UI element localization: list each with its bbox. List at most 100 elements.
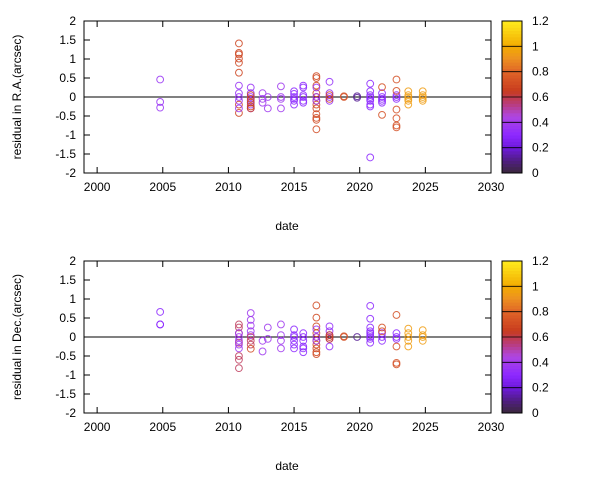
colorbar-segment (502, 390, 522, 395)
colorbar-segment (502, 52, 522, 57)
colorbar-segment (502, 409, 522, 414)
colorbar-segment (502, 109, 522, 114)
colorbar-tick-label: 0.2 (532, 141, 549, 155)
data-point (404, 100, 413, 109)
data-point (404, 336, 413, 345)
data-point (325, 77, 334, 86)
colorbar-segment (502, 371, 522, 376)
colorbar-segment (502, 292, 522, 297)
y-tick-label: 1 (69, 52, 76, 66)
colorbar-segment (502, 267, 522, 271)
data-point (235, 58, 243, 67)
colorbar-segment (502, 68, 522, 73)
colorbar-segment (502, 24, 522, 28)
data-point (392, 342, 401, 351)
data-point (290, 87, 298, 96)
colorbar-segment (502, 49, 522, 54)
data-point (277, 331, 285, 340)
y-tick-label: -2 (65, 406, 76, 420)
colorbar-segment (502, 406, 522, 411)
data-point (325, 342, 334, 351)
data-point (366, 314, 375, 323)
colorbar-tick-label: 1.2 (532, 254, 549, 268)
colorbar-segment (502, 286, 522, 290)
x-tick-label: 2025 (412, 420, 439, 434)
y-tick-label: -2 (65, 166, 76, 180)
x-tick-label: 2020 (346, 420, 373, 434)
colorbar-segment (502, 276, 522, 281)
data-point (366, 301, 375, 310)
data-point (258, 347, 267, 356)
data-point (235, 81, 243, 90)
data-point (156, 75, 165, 84)
data-point (246, 321, 255, 330)
colorbar-segment (502, 84, 522, 88)
dec-ylabel: residual in Dec.(arcsec) (10, 274, 24, 400)
data-point (353, 92, 361, 101)
data-point (418, 96, 427, 105)
data-point (235, 93, 243, 101)
data-point (156, 103, 165, 112)
data-point (299, 93, 308, 101)
data-point (312, 74, 321, 82)
colorbar-segment (502, 138, 522, 142)
colorbar-segment (502, 163, 522, 168)
x-tick-label: 2005 (149, 180, 176, 194)
data-point (258, 95, 267, 103)
data-point (235, 352, 243, 360)
y-tick-label: -0.5 (55, 109, 76, 123)
data-point (392, 123, 401, 132)
colorbar-segment (502, 93, 522, 98)
colorbar-segment (502, 33, 522, 38)
colorbar-segment (502, 289, 522, 294)
data-point (246, 95, 255, 103)
data-point (246, 98, 255, 107)
colorbar-segment (502, 264, 522, 268)
data-point (263, 323, 272, 332)
data-point (277, 104, 285, 113)
colorbar-segment (502, 280, 522, 284)
data-point (404, 324, 413, 333)
data-point (235, 364, 243, 373)
data-point (312, 100, 321, 109)
colorbar-segment (502, 400, 522, 404)
data-point (246, 327, 255, 336)
colorbar-segment (502, 128, 522, 133)
colorbar-segment (502, 387, 522, 392)
data-point (366, 338, 375, 347)
colorbar-segment (502, 71, 522, 76)
data-point (312, 329, 321, 338)
y-tick-label: 0 (69, 90, 76, 104)
data-point (312, 96, 321, 105)
colorbar-segment (502, 43, 522, 47)
data-point (378, 110, 386, 119)
colorbar-segment (502, 343, 522, 347)
data-point (290, 325, 298, 334)
data-point (404, 329, 413, 338)
data-point (378, 336, 386, 345)
data-point (392, 105, 401, 114)
data-point (325, 335, 334, 343)
colorbar-segment (502, 283, 522, 287)
x-tick-label: 2000 (84, 420, 111, 434)
data-point (235, 68, 243, 77)
colorbar-segment (502, 356, 522, 360)
colorbar-segment (502, 62, 522, 66)
data-point (312, 350, 321, 359)
data-point (277, 82, 285, 91)
data-point (378, 323, 386, 332)
colorbar-segment (502, 302, 522, 306)
data-point (263, 93, 272, 101)
colorbar-segment (502, 59, 522, 63)
colorbar-tick-label: 1 (532, 279, 539, 293)
data-point (235, 355, 243, 364)
data-point (392, 360, 401, 369)
data-point (312, 344, 321, 353)
colorbar-tick-label: 0.6 (532, 90, 549, 104)
data-point (290, 96, 298, 105)
x-tick-label: 2015 (281, 180, 308, 194)
colorbar-segment (502, 337, 522, 341)
colorbar-segment (502, 112, 522, 117)
colorbar-segment (502, 314, 522, 319)
